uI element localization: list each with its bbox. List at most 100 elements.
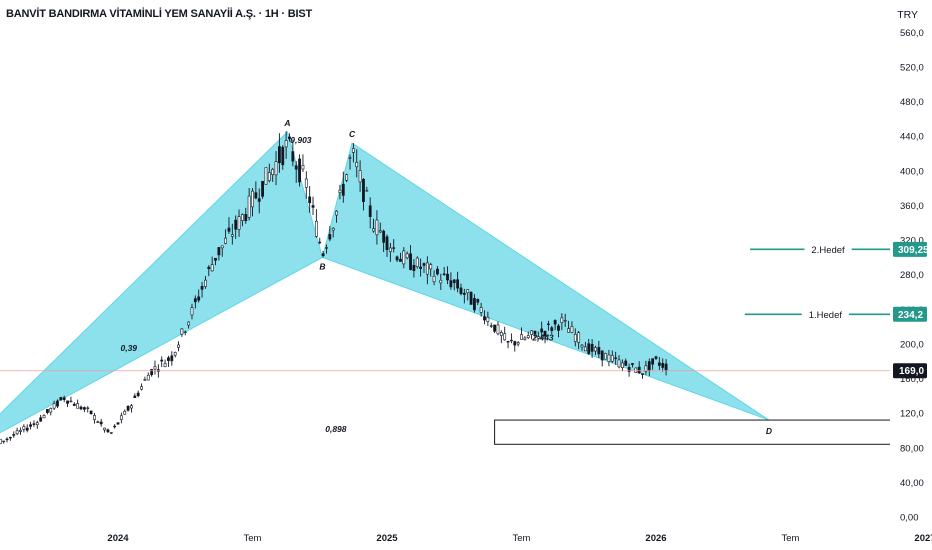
candle (207, 265, 211, 277)
candle (540, 321, 544, 339)
candle (32, 420, 36, 427)
candle-body (624, 360, 628, 366)
candle (604, 352, 607, 360)
candle (338, 184, 342, 200)
candle (143, 376, 147, 381)
candle (271, 167, 275, 182)
candle (301, 154, 305, 172)
candle-body (664, 363, 668, 371)
candle (546, 320, 550, 331)
candle (79, 405, 83, 411)
candle (304, 171, 308, 199)
target-price-badge-text: 234,2 (898, 310, 923, 321)
target-price-badge[interactable] (893, 306, 927, 322)
pattern-ratio-label: 0,898 (325, 424, 347, 434)
candle (422, 262, 426, 273)
candle (607, 349, 611, 367)
candle (526, 331, 530, 340)
candle-body (392, 247, 396, 249)
candle-body (160, 359, 164, 362)
candle (415, 256, 419, 269)
candle-body (133, 395, 137, 398)
candle-body (177, 344, 180, 348)
candle-body (22, 426, 26, 430)
currency-label[interactable]: TRY (897, 9, 918, 21)
candle-body (143, 379, 147, 381)
target-label-bg (801, 307, 849, 322)
candle-body (113, 425, 117, 428)
candle-body (604, 353, 607, 360)
candle-body (553, 320, 557, 325)
candle (358, 160, 362, 192)
candle-body (499, 332, 503, 336)
y-tick-label: 0,00 (900, 513, 919, 524)
x-tick-label: 2026 (645, 533, 666, 544)
candle (365, 186, 369, 192)
candle (627, 363, 631, 377)
time-axis[interactable] (0, 527, 932, 550)
candle-body (385, 236, 389, 250)
candle-body (254, 192, 258, 199)
candle (657, 357, 661, 371)
candle (62, 395, 66, 403)
candle (49, 407, 53, 416)
y-tick-label: 160,0 (900, 374, 924, 385)
target-label: 2.Hedef (811, 245, 845, 256)
candle (466, 289, 470, 301)
price-axis[interactable] (890, 0, 932, 550)
candle (19, 427, 22, 435)
candle (72, 402, 76, 406)
candle-body (550, 327, 554, 332)
candle (348, 154, 352, 170)
candle-body (422, 263, 426, 266)
candle (291, 139, 295, 167)
candle (368, 197, 372, 229)
target-zone-box[interactable] (494, 419, 901, 445)
target-price-badge[interactable] (893, 241, 927, 257)
candle-body (382, 230, 386, 243)
candle-body (288, 136, 291, 140)
candle (594, 345, 597, 356)
y-tick-label: 320,0 (900, 236, 924, 247)
candle-body (89, 410, 93, 415)
candle-body (637, 366, 641, 374)
x-tick-label: Tem (513, 533, 531, 544)
candle-body (620, 362, 624, 368)
candle-body (657, 362, 661, 366)
candle (570, 321, 574, 334)
candle (284, 131, 288, 159)
candle-body (419, 266, 423, 269)
pattern-triangle-xab (0, 130, 324, 434)
candle (59, 396, 63, 401)
pattern-point-c: C (349, 129, 356, 139)
candle (130, 404, 133, 413)
candle-body (15, 430, 19, 435)
candle-body (318, 241, 322, 244)
candle-body (476, 299, 480, 303)
candle (405, 251, 409, 260)
pattern-point-a: A (283, 118, 290, 128)
current-price-badge[interactable] (893, 363, 927, 379)
candle-body (247, 195, 251, 218)
candle (620, 359, 624, 372)
candle-body (197, 296, 201, 301)
candle (399, 252, 402, 262)
candle-body (32, 423, 36, 425)
candle (126, 405, 130, 412)
candle-body (170, 355, 174, 362)
x-tick-label: 2027 (914, 533, 932, 544)
candle-body (217, 247, 221, 256)
candle-body (82, 407, 86, 410)
candle-body (415, 257, 419, 268)
candle (644, 360, 648, 375)
candle-body (241, 214, 244, 221)
candle-body (261, 180, 264, 197)
candle-body (530, 330, 533, 335)
candle (499, 330, 503, 344)
x-tick-label: Tem (244, 533, 262, 544)
candle (550, 325, 554, 335)
candle-body (284, 140, 288, 148)
candle-body (69, 400, 73, 403)
candle (557, 323, 560, 338)
